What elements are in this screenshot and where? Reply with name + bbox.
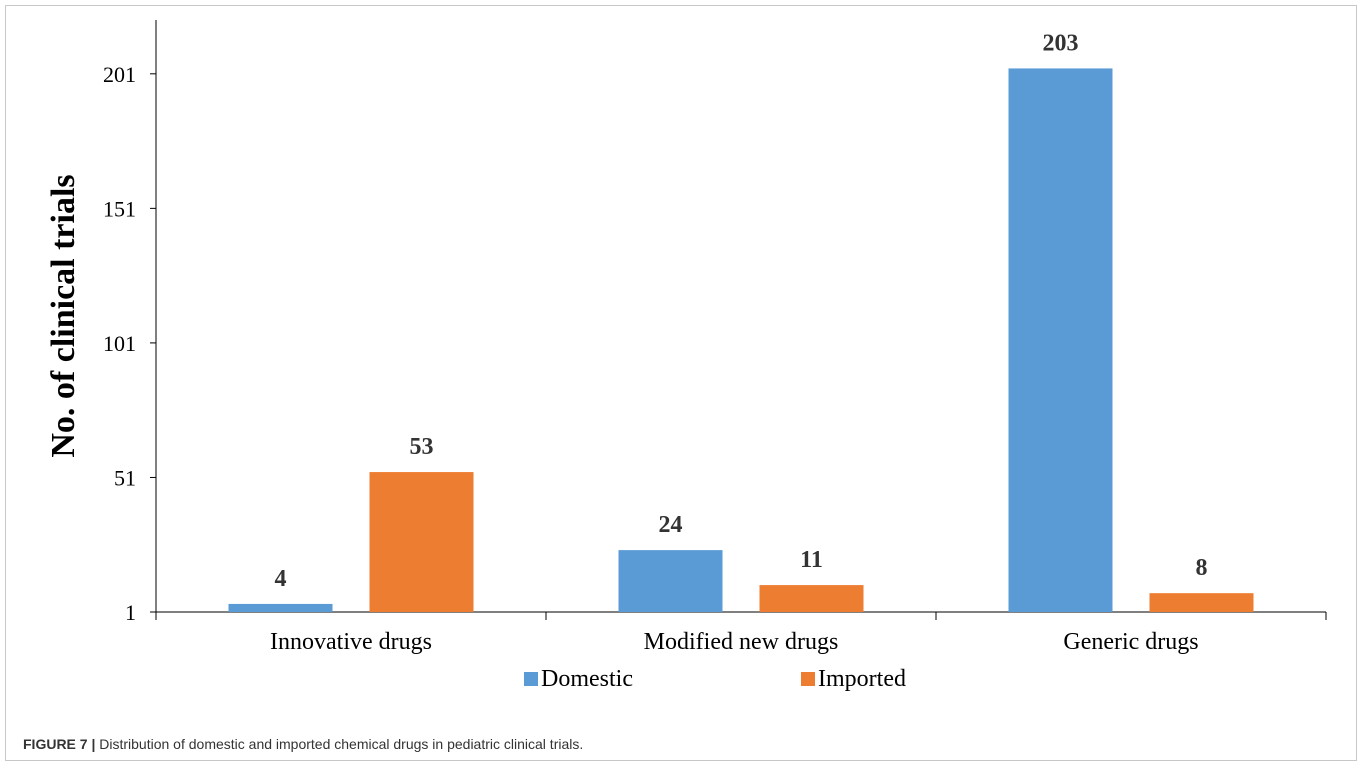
- legend-label: Imported: [818, 666, 906, 692]
- bar: [369, 472, 474, 612]
- caption-text: Distribution of domestic and imported ch…: [95, 736, 584, 752]
- data-label: 11: [800, 547, 823, 573]
- bar: [1008, 68, 1113, 613]
- x-tick-label: Modified new drugs: [644, 629, 839, 655]
- x-axis: Innovative drugs Modified new drugs Generi…: [155, 611, 1327, 655]
- y-tick-label: 1: [125, 600, 136, 625]
- y-tick-label: 101: [103, 331, 136, 356]
- y-tick-label: 201: [103, 62, 136, 87]
- figure-frame: 1 51 101 151 201 Innovative drugs Modified ne…: [5, 5, 1357, 761]
- data-labels: 4 24 203 53 11 8: [275, 30, 1208, 591]
- data-label: 203: [1043, 30, 1079, 56]
- x-tick-label: Generic drugs: [1063, 629, 1198, 655]
- y-tick-label: 151: [103, 196, 136, 221]
- figure-caption: FIGURE 7 | Distribution of domestic and …: [23, 736, 583, 752]
- legend: Domestic Imported: [524, 666, 906, 692]
- data-label: 4: [275, 566, 287, 592]
- bar: [228, 603, 333, 612]
- legend-label: Domestic: [541, 666, 633, 692]
- bars: [228, 68, 1254, 613]
- x-tick-label: Innovative drugs: [270, 629, 432, 655]
- legend-swatch: [524, 672, 538, 686]
- y-tick-label: 51: [114, 465, 136, 490]
- data-label: 8: [1196, 555, 1208, 581]
- y-axis-label: No. of clinical trials: [45, 174, 82, 457]
- data-label: 24: [659, 512, 683, 538]
- bar: [759, 585, 864, 612]
- legend-swatch: [801, 672, 815, 686]
- bar: [618, 550, 723, 612]
- data-label: 53: [410, 434, 434, 460]
- bar: [1149, 593, 1254, 612]
- caption-label: FIGURE 7 |: [23, 736, 96, 752]
